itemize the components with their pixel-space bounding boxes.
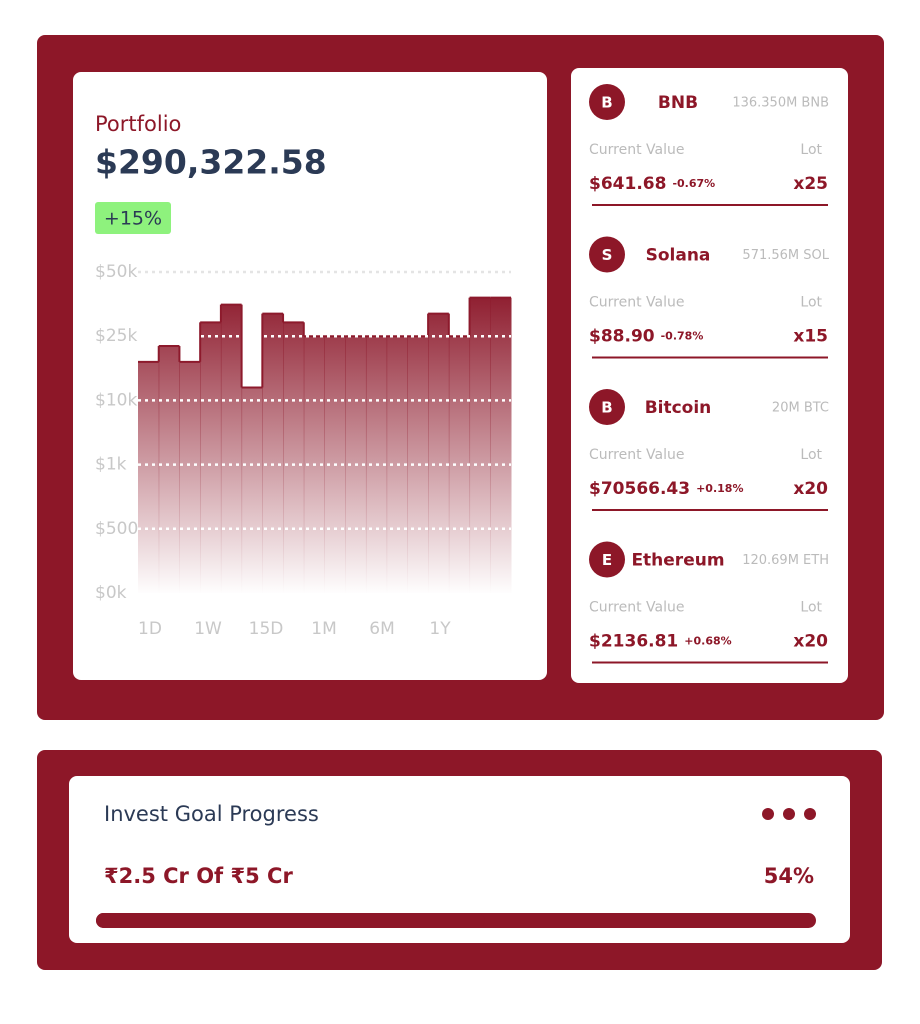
- area-step: [241, 387, 263, 593]
- x-tick-label: 15D: [249, 619, 284, 639]
- lot-label: Lot: [800, 600, 822, 616]
- coin-change: -0.67%: [672, 177, 715, 190]
- x-tick-label: 6M: [369, 619, 394, 639]
- coins-card: [571, 68, 848, 683]
- progress-fill: [96, 913, 485, 928]
- lot-label: Lot: [800, 447, 822, 463]
- x-tick-label: 1D: [138, 619, 162, 639]
- coin-name: Ethereum: [631, 551, 724, 571]
- area-step: [179, 361, 201, 593]
- coin-lot: x20: [793, 479, 828, 499]
- menu-dot[interactable]: [783, 808, 795, 820]
- coin-icon: [589, 389, 625, 425]
- x-tick-label: 1W: [194, 619, 222, 639]
- area-step: [469, 297, 491, 593]
- coin-supply: 120.69M ETH: [742, 553, 829, 568]
- coin-icon: [589, 84, 625, 120]
- coin-price: $2136.81: [589, 632, 678, 652]
- coin-lot: x25: [793, 174, 828, 194]
- coin-change: +0.18%: [696, 482, 743, 495]
- coin-supply: 20M BTC: [772, 401, 829, 416]
- portfolio-title: Portfolio: [95, 112, 181, 136]
- lot-label: Lot: [800, 142, 822, 158]
- y-tick-label: $0k: [95, 583, 127, 603]
- area-step: [220, 304, 243, 593]
- value-label: Current Value: [589, 447, 684, 463]
- coin-icon: [589, 541, 625, 578]
- portfolio-value: $290,322.58: [95, 143, 327, 182]
- y-tick-label: $500: [95, 519, 138, 539]
- goal-amount: ₹2.5 Cr Of ₹5 Cr: [104, 864, 293, 888]
- area-step: [448, 336, 471, 593]
- area-step: [490, 297, 512, 593]
- portfolio-change: +15%: [104, 208, 162, 230]
- y-tick-label: $25k: [95, 326, 137, 346]
- coin-name: Bitcoin: [645, 398, 712, 418]
- area-step: [283, 322, 305, 593]
- x-tick-label: 1Y: [429, 619, 451, 639]
- x-tick-label: 1M: [311, 619, 336, 639]
- y-tick-label: $10k: [95, 390, 137, 410]
- coin-icon-letter: B: [601, 399, 612, 417]
- coin-supply: 571.56M SOL: [742, 248, 829, 263]
- goal-percent: 54%: [764, 864, 814, 888]
- coin-lot: x15: [793, 327, 828, 347]
- coin-price-line: $88.90 -0.78%: [589, 327, 703, 347]
- coin-price-line: $2136.81 +0.68%: [589, 632, 732, 652]
- coin-price: $641.68: [589, 174, 666, 194]
- area-step: [158, 346, 180, 593]
- coin-icon-letter: B: [601, 94, 612, 112]
- coin-price-line: $70566.43 +0.18%: [589, 479, 743, 499]
- menu-dot[interactable]: [804, 808, 816, 820]
- coin-change: -0.78%: [661, 330, 704, 343]
- coin-supply: 136.350M BNB: [732, 96, 829, 111]
- coin-icon-letter: S: [602, 246, 613, 264]
- value-label: Current Value: [589, 295, 684, 311]
- lot-label: Lot: [800, 295, 822, 311]
- area-step: [428, 313, 450, 593]
- y-tick-label: $1k: [95, 455, 127, 475]
- coin-icon: [589, 236, 625, 273]
- y-tick-label: $50k: [95, 262, 137, 282]
- coin-name: Solana: [646, 246, 711, 266]
- coin-lot: x20: [793, 632, 828, 652]
- coin-price: $70566.43: [589, 479, 690, 499]
- coin-price: $88.90: [589, 327, 655, 347]
- value-label: Current Value: [589, 600, 684, 616]
- menu-dot[interactable]: [762, 808, 774, 820]
- goal-title: Invest Goal Progress: [104, 802, 319, 826]
- coin-change: +0.68%: [684, 635, 731, 648]
- coin-name: BNB: [658, 93, 698, 113]
- coin-price-line: $641.68 -0.67%: [589, 174, 715, 194]
- area-step: [262, 313, 284, 593]
- change-badge: [95, 202, 171, 234]
- goal-card: [69, 776, 850, 943]
- coin-icon-letter: E: [602, 551, 612, 569]
- area-step: [138, 361, 160, 593]
- area-step: [200, 322, 222, 593]
- value-label: Current Value: [589, 142, 684, 158]
